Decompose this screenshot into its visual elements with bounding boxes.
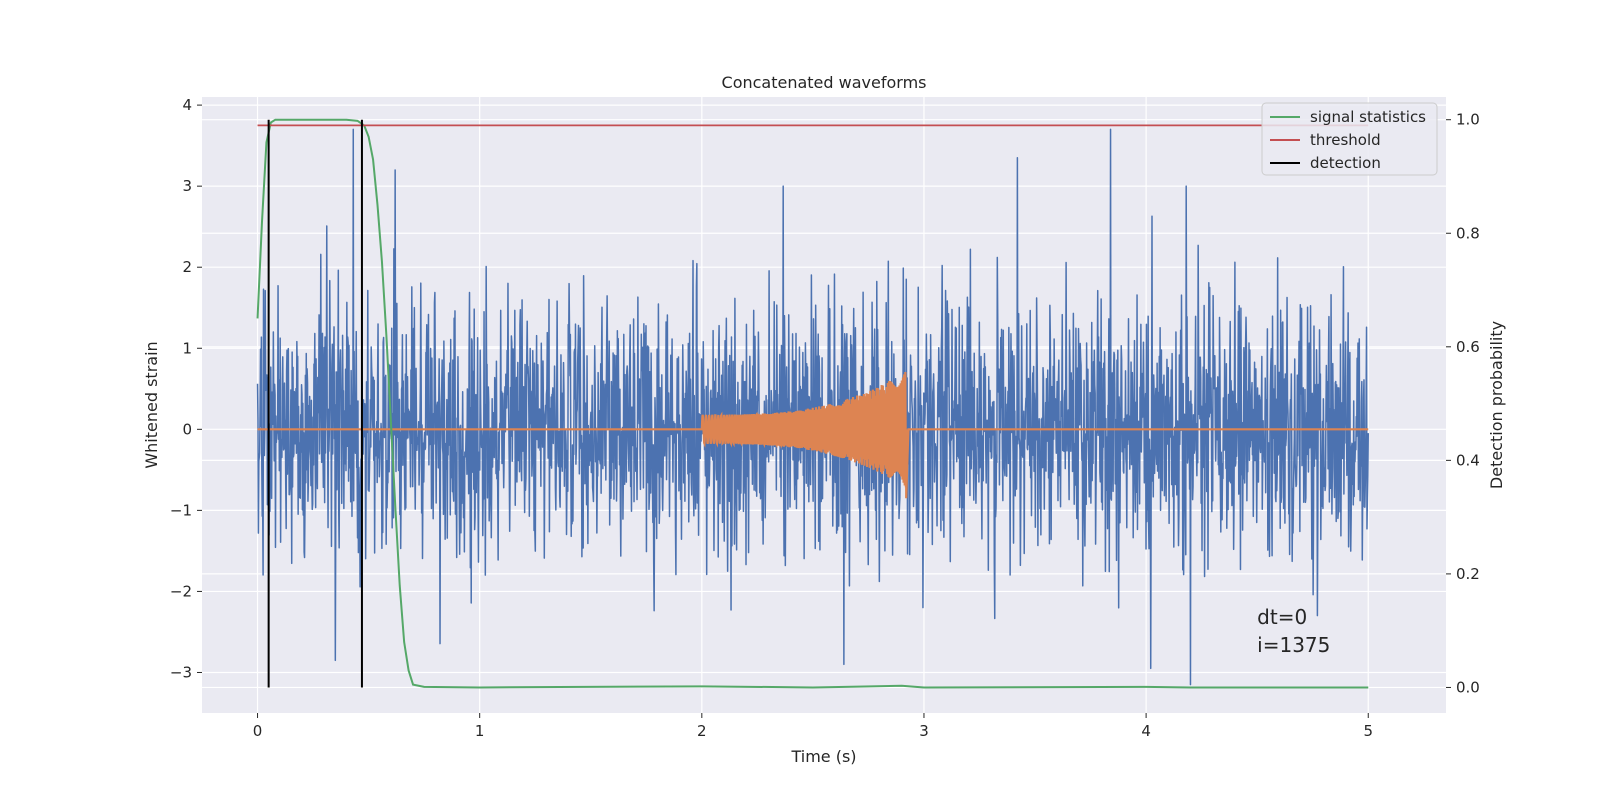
legend-label: threshold — [1310, 131, 1381, 149]
x-axis-label: Time (s) — [790, 747, 856, 766]
y-tick-label: 0 — [182, 420, 192, 438]
strain-noise-line — [256, 128, 1369, 686]
y-right-tick-label: 0.8 — [1456, 224, 1480, 242]
signal-statistics-line — [256, 118, 1369, 689]
y-tick-label: 4 — [182, 96, 192, 114]
y-right-tick-label: 0.6 — [1456, 338, 1480, 356]
series-injected-waveform — [257, 371, 1369, 499]
annotation-text: dt=0 — [1257, 605, 1307, 629]
y-tick-label: 1 — [182, 339, 192, 357]
legend-box — [1261, 102, 1438, 176]
annotations: dt=0 i=1375 — [1257, 605, 1330, 657]
x-tick-label: 4 — [1141, 722, 1151, 740]
y-tick-label: 3 — [182, 177, 192, 195]
y-axis-right-label: Detection probability — [1487, 321, 1506, 489]
y-right-tick-label: 1.0 — [1456, 111, 1480, 129]
series-whitened-strain — [256, 128, 1369, 686]
legend-label: detection — [1310, 154, 1381, 172]
legend-label: signal statistics — [1310, 108, 1426, 126]
y-axis-label: Whitened strain — [142, 341, 161, 468]
legend: signal statistics threshold detection — [1261, 102, 1438, 176]
y-tick-label: −3 — [170, 663, 192, 681]
chart-title: Concatenated waveforms — [722, 73, 927, 92]
y-tick-label: 2 — [182, 258, 192, 276]
series-right-axis — [256, 118, 1369, 689]
y-right-tick-label: 0.4 — [1456, 451, 1480, 469]
x-tick-label: 5 — [1363, 722, 1373, 740]
x-tick-label: 2 — [697, 722, 707, 740]
x-tick-label: 1 — [475, 722, 485, 740]
y-right-tick-label: 0.0 — [1456, 678, 1480, 696]
annotation-text: i=1375 — [1257, 633, 1330, 657]
ticks: 0 1 2 3 4 5 −3 −2 −1 0 1 2 3 4 0.0 0.2 0.4 0.6 0.8 1.0 — [170, 96, 1480, 740]
y-tick-label: −2 — [170, 582, 192, 600]
x-tick-label: 3 — [919, 722, 929, 740]
x-tick-label: 0 — [253, 722, 263, 740]
y-right-tick-label: 0.2 — [1456, 565, 1480, 583]
y-tick-label: −1 — [170, 501, 192, 519]
injected-chirp-line — [257, 371, 1369, 499]
